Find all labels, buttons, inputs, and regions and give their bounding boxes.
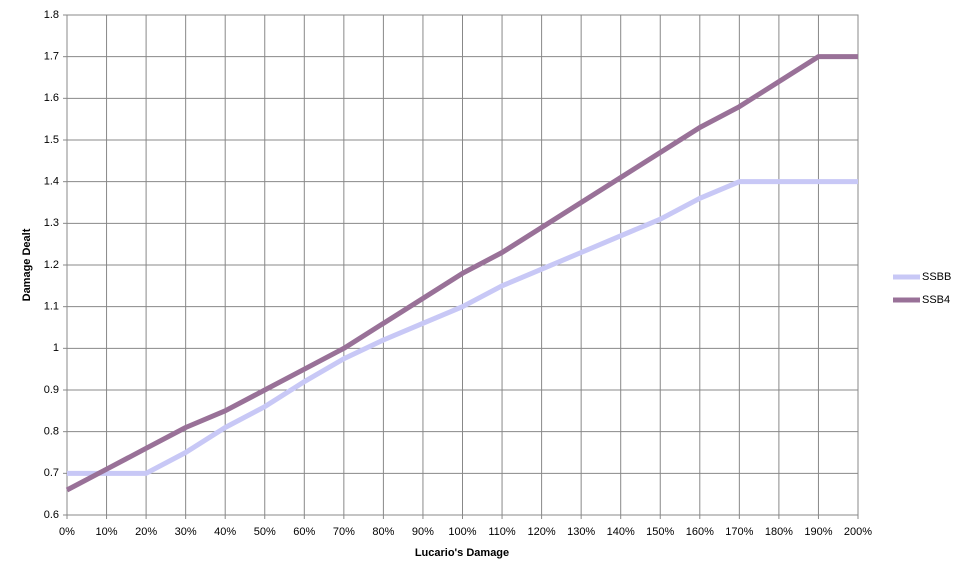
y-tick-label: 0.8 — [44, 426, 59, 438]
x-tick-label: 150% — [646, 526, 674, 538]
x-tick-label: 30% — [175, 526, 197, 538]
x-tick-label: 160% — [686, 526, 714, 538]
y-tick-label: 1.4 — [44, 176, 59, 188]
x-tick-label: 90% — [412, 526, 434, 538]
x-tick-label: 140% — [607, 526, 635, 538]
legend-label: SSB4 — [922, 294, 950, 306]
x-tick-label: 70% — [333, 526, 355, 538]
x-tick-label: 120% — [528, 526, 556, 538]
y-tick-label: 0.9 — [44, 384, 59, 396]
x-tick-label: 20% — [135, 526, 157, 538]
y-tick-label: 1.7 — [44, 51, 59, 63]
x-tick-label: 130% — [567, 526, 595, 538]
plot-border — [66, 14, 859, 516]
x-tick-label: 180% — [765, 526, 793, 538]
series-line — [65, 54, 858, 493]
y-tick-label: 1.2 — [44, 259, 59, 271]
x-tick-label: 40% — [214, 526, 236, 538]
x-tick-label: 10% — [96, 526, 118, 538]
x-tick-label: 0% — [59, 526, 75, 538]
x-tick-label: 80% — [372, 526, 394, 538]
y-tick-label: 1.5 — [44, 134, 59, 146]
y-axis-title: Damage Dealt — [21, 228, 33, 301]
y-tick-label: 1 — [53, 342, 59, 354]
x-tick-label: 60% — [293, 526, 315, 538]
y-tick-label: 0.6 — [44, 509, 59, 521]
y-tick-label: 0.7 — [44, 467, 59, 479]
y-tick-label: 1.8 — [44, 9, 59, 21]
x-tick-label: 200% — [844, 526, 872, 538]
y-tick-label: 1.1 — [44, 301, 59, 313]
legend-label: SSBB — [922, 271, 951, 283]
x-tick-label: 100% — [448, 526, 476, 538]
y-tick-label: 1.3 — [44, 217, 59, 229]
x-axis-title: Lucario's Damage — [415, 547, 509, 559]
series-line — [67, 179, 858, 476]
x-tick-label: 50% — [254, 526, 276, 538]
x-tick-label: 170% — [725, 526, 753, 538]
x-tick-label: 190% — [804, 526, 832, 538]
y-tick-label: 1.6 — [44, 92, 59, 104]
x-tick-label: 110% — [488, 526, 516, 538]
